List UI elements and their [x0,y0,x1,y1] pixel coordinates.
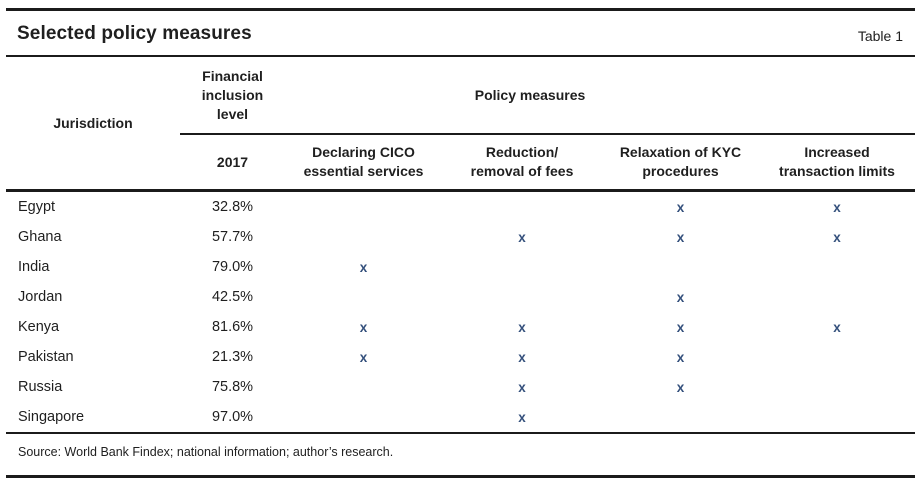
mark-cell-limits [759,252,915,282]
header-row-groups: Jurisdiction Financial inclusion level P… [6,57,916,192]
table-header: Jurisdiction Financial inclusion level P… [6,57,916,192]
fi-level-cell: 21.3% [211,349,254,365]
mark-cell-kyc: x [676,229,685,245]
mark-cell-limits: x [833,199,841,215]
mark-cell-declaring-cico: x [359,319,368,335]
table-title-bar: Selected policy measures Table 1 [6,11,915,57]
table-row: Ghana 57.7% x x x [6,222,915,252]
jurisdiction-cell: Kenya [18,319,60,335]
jurisdiction-cell: Ghana [18,229,62,245]
mark-cell-limits [759,342,915,372]
jurisdiction-cell: India [18,259,50,275]
mark-cell-kyc: x [676,319,685,335]
mark-cell-fees: x [518,379,526,395]
fi-level-cell: 97.0% [211,409,254,425]
mark-cell-declaring-cico [285,372,442,402]
jurisdiction-cell: Pakistan [18,349,74,365]
mark-cell-kyc: x [676,289,685,305]
column-header-declaring-cico: Declaring CICO essential services [285,134,442,192]
mark-cell-declaring-cico [285,222,442,252]
table-title: Selected policy measures [17,23,252,44]
jurisdiction-cell: Singapore [18,409,85,425]
mark-cell-fees [442,282,602,312]
table-row: Kenya 81.6% x x x x [6,312,915,342]
jurisdiction-cell: Russia [18,379,63,395]
column-group-header-policy-measures: Policy measures [285,57,916,135]
header-row-columns: 2017 Declaring CICO essential services R… [6,134,916,192]
policy-measures-table: Jurisdiction Financial inclusion level P… [6,57,916,434]
mark-cell-declaring-cico: x [359,259,368,275]
table-number-label: Table 1 [857,28,903,44]
mark-cell-declaring-cico [285,191,442,223]
mark-cell-kyc: x [676,379,685,395]
mark-cell-fees: x [518,409,526,425]
column-header-jurisdiction: Jurisdiction [6,57,180,192]
mark-cell-declaring-cico: x [359,349,368,365]
mark-cell-fees [442,252,602,282]
mark-cell-fees [442,191,602,223]
table-row: Pakistan 21.3% x x x [6,342,915,372]
fi-level-cell: 32.8% [211,199,254,215]
mark-cell-declaring-cico [285,402,442,433]
column-header-kyc-relaxation: Relaxation of KYC procedures [602,134,759,192]
column-header-2017: 2017 [180,134,285,192]
mark-cell-kyc: x [676,349,685,365]
jurisdiction-cell: Egypt [18,199,56,215]
column-header-reduction-fees: Reduction/ removal of fees [442,134,602,192]
table-frame: Selected policy measures Table 1 Jurisdi… [6,8,916,478]
column-header-financial-inclusion-level: Financial inclusion level [180,57,285,135]
mark-cell-fees: x [518,229,526,245]
mark-cell-fees: x [518,349,526,365]
table-body: Egypt 32.8% x x Ghana 57.7% x x x India … [6,191,916,433]
mark-cell-kyc: x [676,199,685,215]
fi-level-cell: 57.7% [211,229,254,245]
mark-cell-limits [759,402,915,433]
table-row: Singapore 97.0% x [6,402,915,433]
source-note: Source: World Bank Findex; national info… [18,445,394,459]
mark-cell-declaring-cico [285,282,442,312]
fi-level-cell: 42.5% [211,289,254,305]
mark-cell-kyc [602,252,759,282]
table-row: Egypt 32.8% x x [6,191,915,223]
mark-cell-limits: x [833,319,841,335]
mark-cell-limits: x [833,229,841,245]
table-row: Russia 75.8% x x [6,372,915,402]
table-row: Jordan 42.5% x [6,282,915,312]
fi-level-cell: 79.0% [211,259,254,275]
mark-cell-limits [759,372,915,402]
fi-level-cell: 75.8% [211,379,254,395]
column-header-transaction-limits: Increased transaction limits [759,134,916,192]
mark-cell-limits [759,282,915,312]
mark-cell-kyc [602,402,759,433]
fi-level-cell: 81.6% [211,319,254,335]
table-row: India 79.0% x [6,252,915,282]
jurisdiction-cell: Jordan [18,289,63,305]
mark-cell-fees: x [518,319,526,335]
